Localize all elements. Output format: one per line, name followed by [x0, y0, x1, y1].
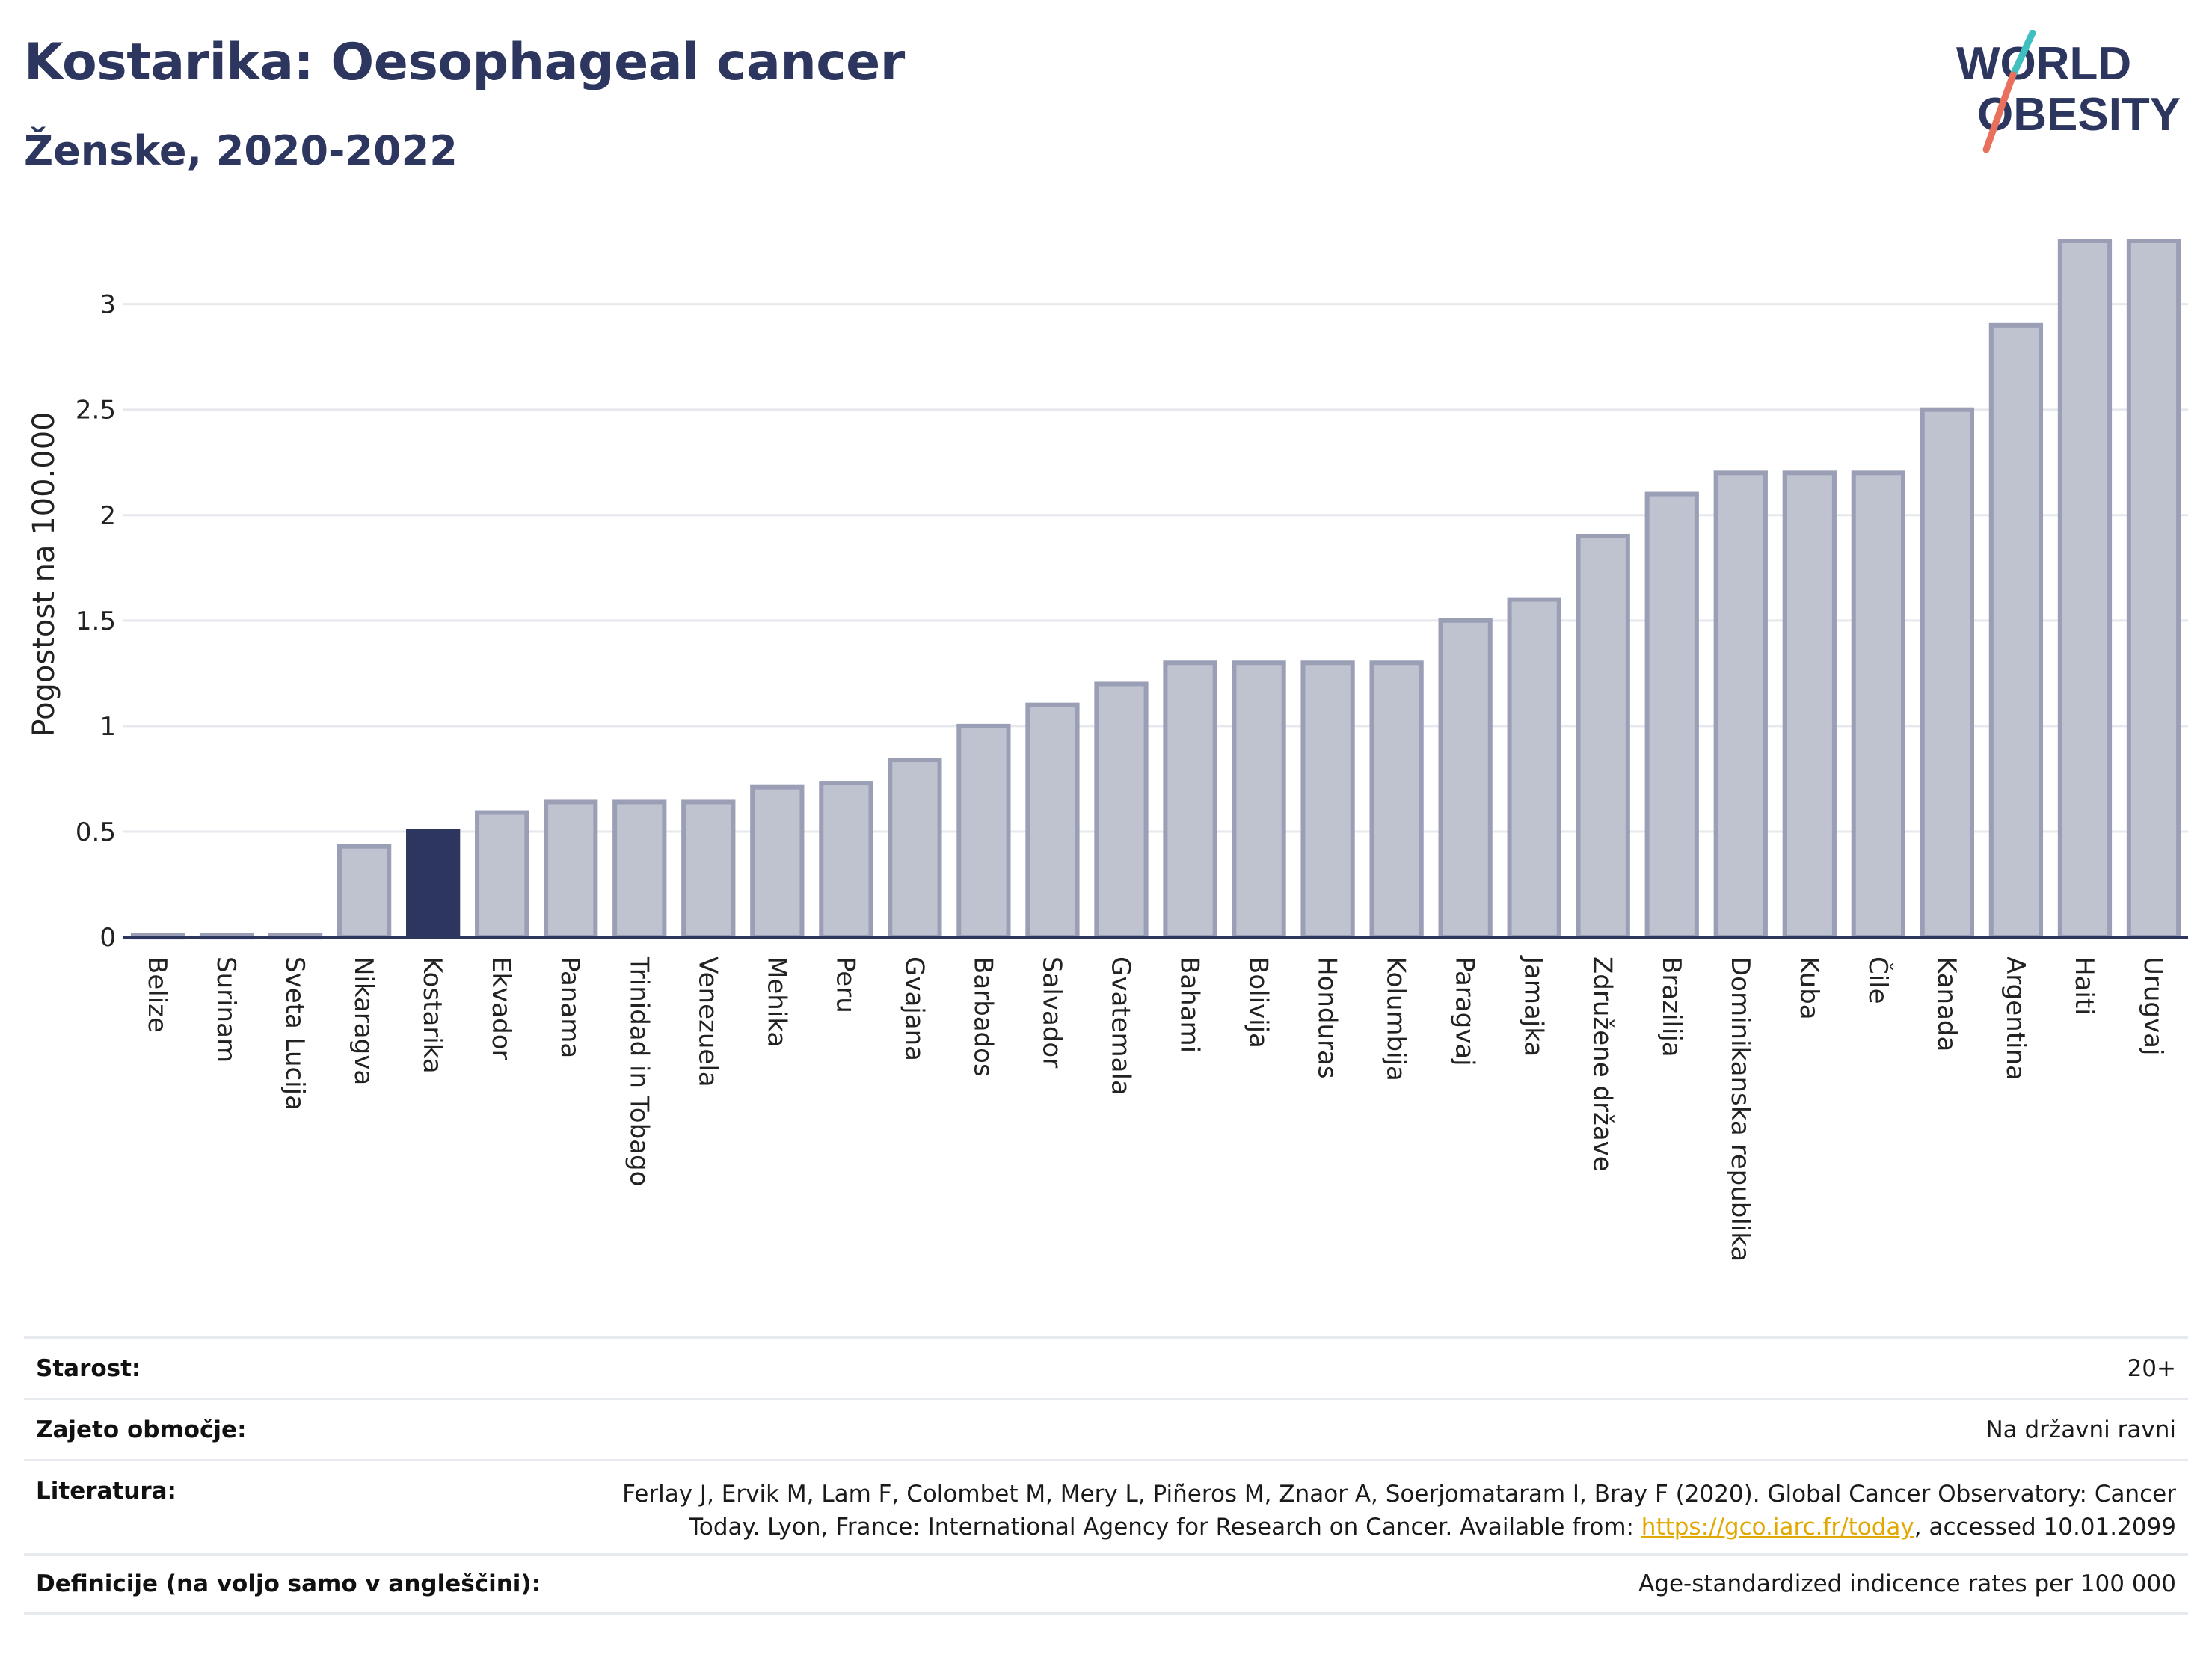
- bar-8: [681, 799, 736, 939]
- age-value: 20+: [2127, 1354, 2176, 1382]
- metadata-table: Starost: 20+ Zajeto območje: Na državni …: [24, 1336, 2188, 1615]
- area-label: Zajeto območje:: [36, 1416, 247, 1443]
- y-tick-label: 2.5: [76, 396, 116, 426]
- bar-20: [1507, 597, 1561, 940]
- literature-text-2: Today. Lyon, France: International Agenc…: [689, 1514, 1641, 1541]
- bar-10: [819, 781, 873, 939]
- bar-24: [1782, 470, 1837, 939]
- y-axis-ticks: 0 0.5 1 1.5 2 2.5 3: [76, 290, 116, 953]
- x-tick-label: Honduras: [1312, 957, 1342, 1079]
- bar-13: [1025, 702, 1080, 940]
- x-tick-label: Ekvador: [486, 957, 516, 1060]
- x-tick-label: Brazilija: [1656, 957, 1686, 1057]
- x-tick-label: Salvador: [1036, 957, 1066, 1068]
- page-title: Kostarika: Oesophageal cancer: [24, 33, 905, 92]
- x-tick-label: Jamajka: [1519, 955, 1549, 1057]
- gridlines: [123, 303, 2188, 833]
- bar-11: [888, 758, 942, 939]
- x-tick-label: Peru: [830, 957, 860, 1013]
- x-tick-label: Bahami: [1175, 957, 1205, 1053]
- bar-18: [1369, 660, 1424, 939]
- logo-slash-coral: [1982, 71, 2017, 153]
- x-tick-label: Kostarika: [417, 957, 447, 1074]
- y-tick-label: 2: [99, 501, 116, 531]
- x-tick-label: Urugvaj: [2138, 957, 2168, 1055]
- area-value: Na državni ravni: [1985, 1416, 2176, 1443]
- logo-slash-teal: [2009, 30, 2036, 79]
- definitions-row: Definicije (na voljo samo v angleščini):…: [24, 1553, 2188, 1615]
- bar-26: [1920, 407, 1975, 939]
- bar-17: [1300, 660, 1355, 939]
- age-row: Starost: 20+: [24, 1336, 2188, 1398]
- x-tick-label: Kolumbija: [1381, 957, 1411, 1081]
- literature-link[interactable]: https://gco.iarc.fr/today: [1641, 1514, 1914, 1541]
- age-label: Starost:: [36, 1354, 141, 1382]
- literature-row: Literatura: Ferlay J, Ervik M, Lam F, Co…: [24, 1459, 2188, 1553]
- bar-27: [1988, 322, 2044, 939]
- bar-7: [612, 799, 667, 939]
- bar-6: [544, 799, 598, 939]
- x-tick-label: Paragvaj: [1450, 957, 1480, 1066]
- area-row: Zajeto območje: Na državni ravni: [24, 1398, 2188, 1459]
- bar-3: [337, 844, 392, 939]
- bar-9: [750, 784, 805, 940]
- y-tick-label: 0.5: [76, 817, 116, 847]
- x-tick-label: Nikaragva: [348, 957, 378, 1085]
- x-tick-label: Panama: [555, 957, 585, 1058]
- literature-text-3: , accessed 10.01.2099: [1914, 1514, 2176, 1541]
- y-tick-label: 3: [99, 290, 116, 320]
- bar-15: [1163, 660, 1217, 939]
- x-tick-label: Belize: [142, 957, 172, 1033]
- y-tick-label: 0: [99, 923, 116, 953]
- x-tick-label: Združene države: [1588, 957, 1617, 1172]
- x-tick-label: Trinidad in Tobago: [624, 956, 654, 1186]
- x-tick-label: Barbados: [968, 957, 998, 1077]
- logo-line-2: OBESITY: [1977, 89, 2181, 141]
- x-tick-label: Surinam: [211, 957, 241, 1063]
- logo-line-1: WORLD: [1956, 38, 2131, 90]
- x-tick-label: Kuba: [1794, 957, 1824, 1020]
- x-tick-label: Gvajana: [899, 957, 929, 1061]
- bar-21: [1576, 533, 1630, 939]
- y-axis-label: Pogostost na 100.000: [27, 411, 61, 737]
- x-tick-label: Dominikanska republika: [1725, 957, 1755, 1262]
- x-tick-label: Venezuela: [692, 957, 722, 1087]
- x-tick-label: Gvatemala: [1105, 957, 1135, 1096]
- bar-25: [1851, 470, 1905, 939]
- definitions-label: Definicije (na voljo samo v angleščini):: [36, 1570, 541, 1597]
- definitions-value: Age-standardized indicence rates per 100…: [1638, 1570, 2176, 1597]
- x-axis-labels: Belize Surinam Sveta Lucija Nikaragva Kostar…: [142, 955, 2168, 1262]
- bar-22: [1644, 491, 1699, 939]
- y-tick-label: 1: [99, 712, 116, 742]
- x-tick-label: Haiti: [2069, 957, 2099, 1016]
- bar-16: [1232, 660, 1286, 939]
- x-tick-label: Kanada: [1932, 957, 1961, 1051]
- x-tick-label: Čile: [1863, 957, 1893, 1004]
- bar-4: [406, 829, 461, 940]
- bar-23: [1713, 470, 1768, 939]
- y-tick-label: 1.5: [76, 607, 116, 636]
- x-tick-label: Bolivija: [1244, 957, 1274, 1048]
- literature-value: Ferlay J, Ervik M, Lam F, Colombet M, Me…: [622, 1478, 2176, 1544]
- literature-text-1: Ferlay J, Ervik M, Lam F, Colombet M, Me…: [622, 1481, 2176, 1508]
- x-tick-label: Mehika: [761, 957, 791, 1047]
- bar-12: [956, 723, 1011, 939]
- bar-28: [2057, 239, 2113, 939]
- page-subtitle: Ženske, 2020-2022: [24, 127, 458, 174]
- literature-label: Literatura:: [36, 1478, 176, 1505]
- bars: [130, 239, 2181, 940]
- bar-chart: 0 0.5 1 1.5 2 2.5 3 Belize Surinam Sveta Lucija N…: [27, 239, 2188, 1262]
- world-obesity-logo: WORLD OBESITY: [1956, 30, 2181, 153]
- bar-29: [2126, 239, 2181, 939]
- x-tick-label: Sveta Lucija: [280, 957, 310, 1111]
- bar-14: [1094, 681, 1149, 939]
- bar-5: [475, 810, 529, 939]
- x-tick-label: Argentina: [2000, 957, 2030, 1081]
- bar-19: [1438, 618, 1493, 939]
